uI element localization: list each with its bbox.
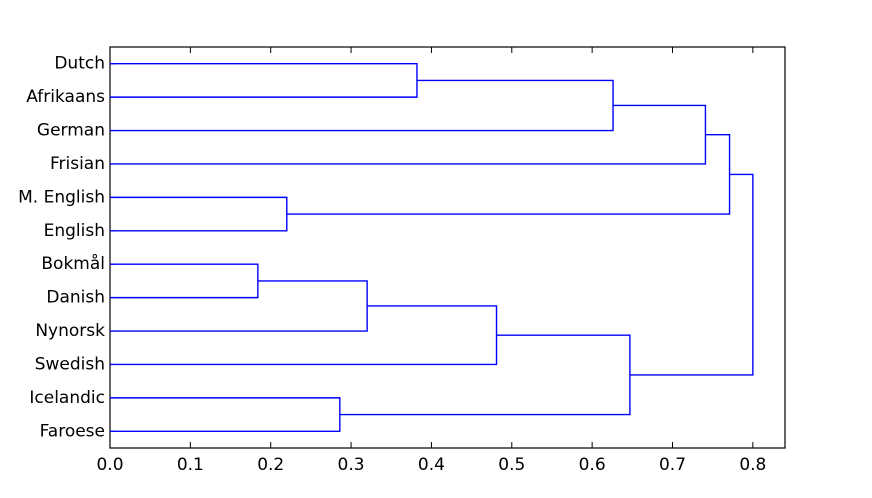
dendrogram-link [110, 280, 368, 332]
leaf-label: English [44, 221, 105, 241]
leaf-label: Bokmål [41, 253, 105, 274]
x-tick-label: 0.5 [498, 455, 525, 475]
dendrogram-link [110, 196, 288, 232]
x-tick-label: 0.3 [338, 455, 365, 475]
leaf-label: Afrikaans [26, 87, 105, 107]
leaf-label: Danish [46, 288, 105, 308]
dendrogram-link [110, 263, 259, 299]
dendrogram-link [339, 334, 631, 416]
x-tick-label: 0.4 [418, 455, 445, 475]
dendrogram-link [110, 397, 341, 432]
leaf-label: Nynorsk [35, 321, 105, 341]
plot-frame [109, 46, 786, 449]
leaf-label: Swedish [35, 354, 105, 374]
leaf-label: Frisian [50, 154, 105, 174]
x-tick-label: 0.6 [579, 455, 606, 475]
dendrogram-link [110, 104, 707, 165]
leaf-label: Dutch [54, 54, 105, 74]
x-tick-label: 0.7 [659, 455, 686, 475]
leaf-label: Icelandic [29, 388, 105, 408]
x-tick-label: 0.0 [96, 455, 123, 475]
x-tick-label: 0.2 [257, 455, 284, 475]
dendrogram-link [110, 79, 614, 132]
dendrogram-link [286, 134, 731, 215]
x-tick-label: 0.8 [739, 455, 766, 475]
dendrogram-link [110, 63, 418, 98]
dendrogram-link [110, 305, 498, 366]
dendrogram-link [629, 173, 754, 376]
leaf-label: M. English [18, 187, 105, 207]
x-tick-label: 0.1 [177, 455, 204, 475]
leaf-label: German [37, 121, 105, 141]
leaf-label: Faroese [40, 421, 105, 441]
